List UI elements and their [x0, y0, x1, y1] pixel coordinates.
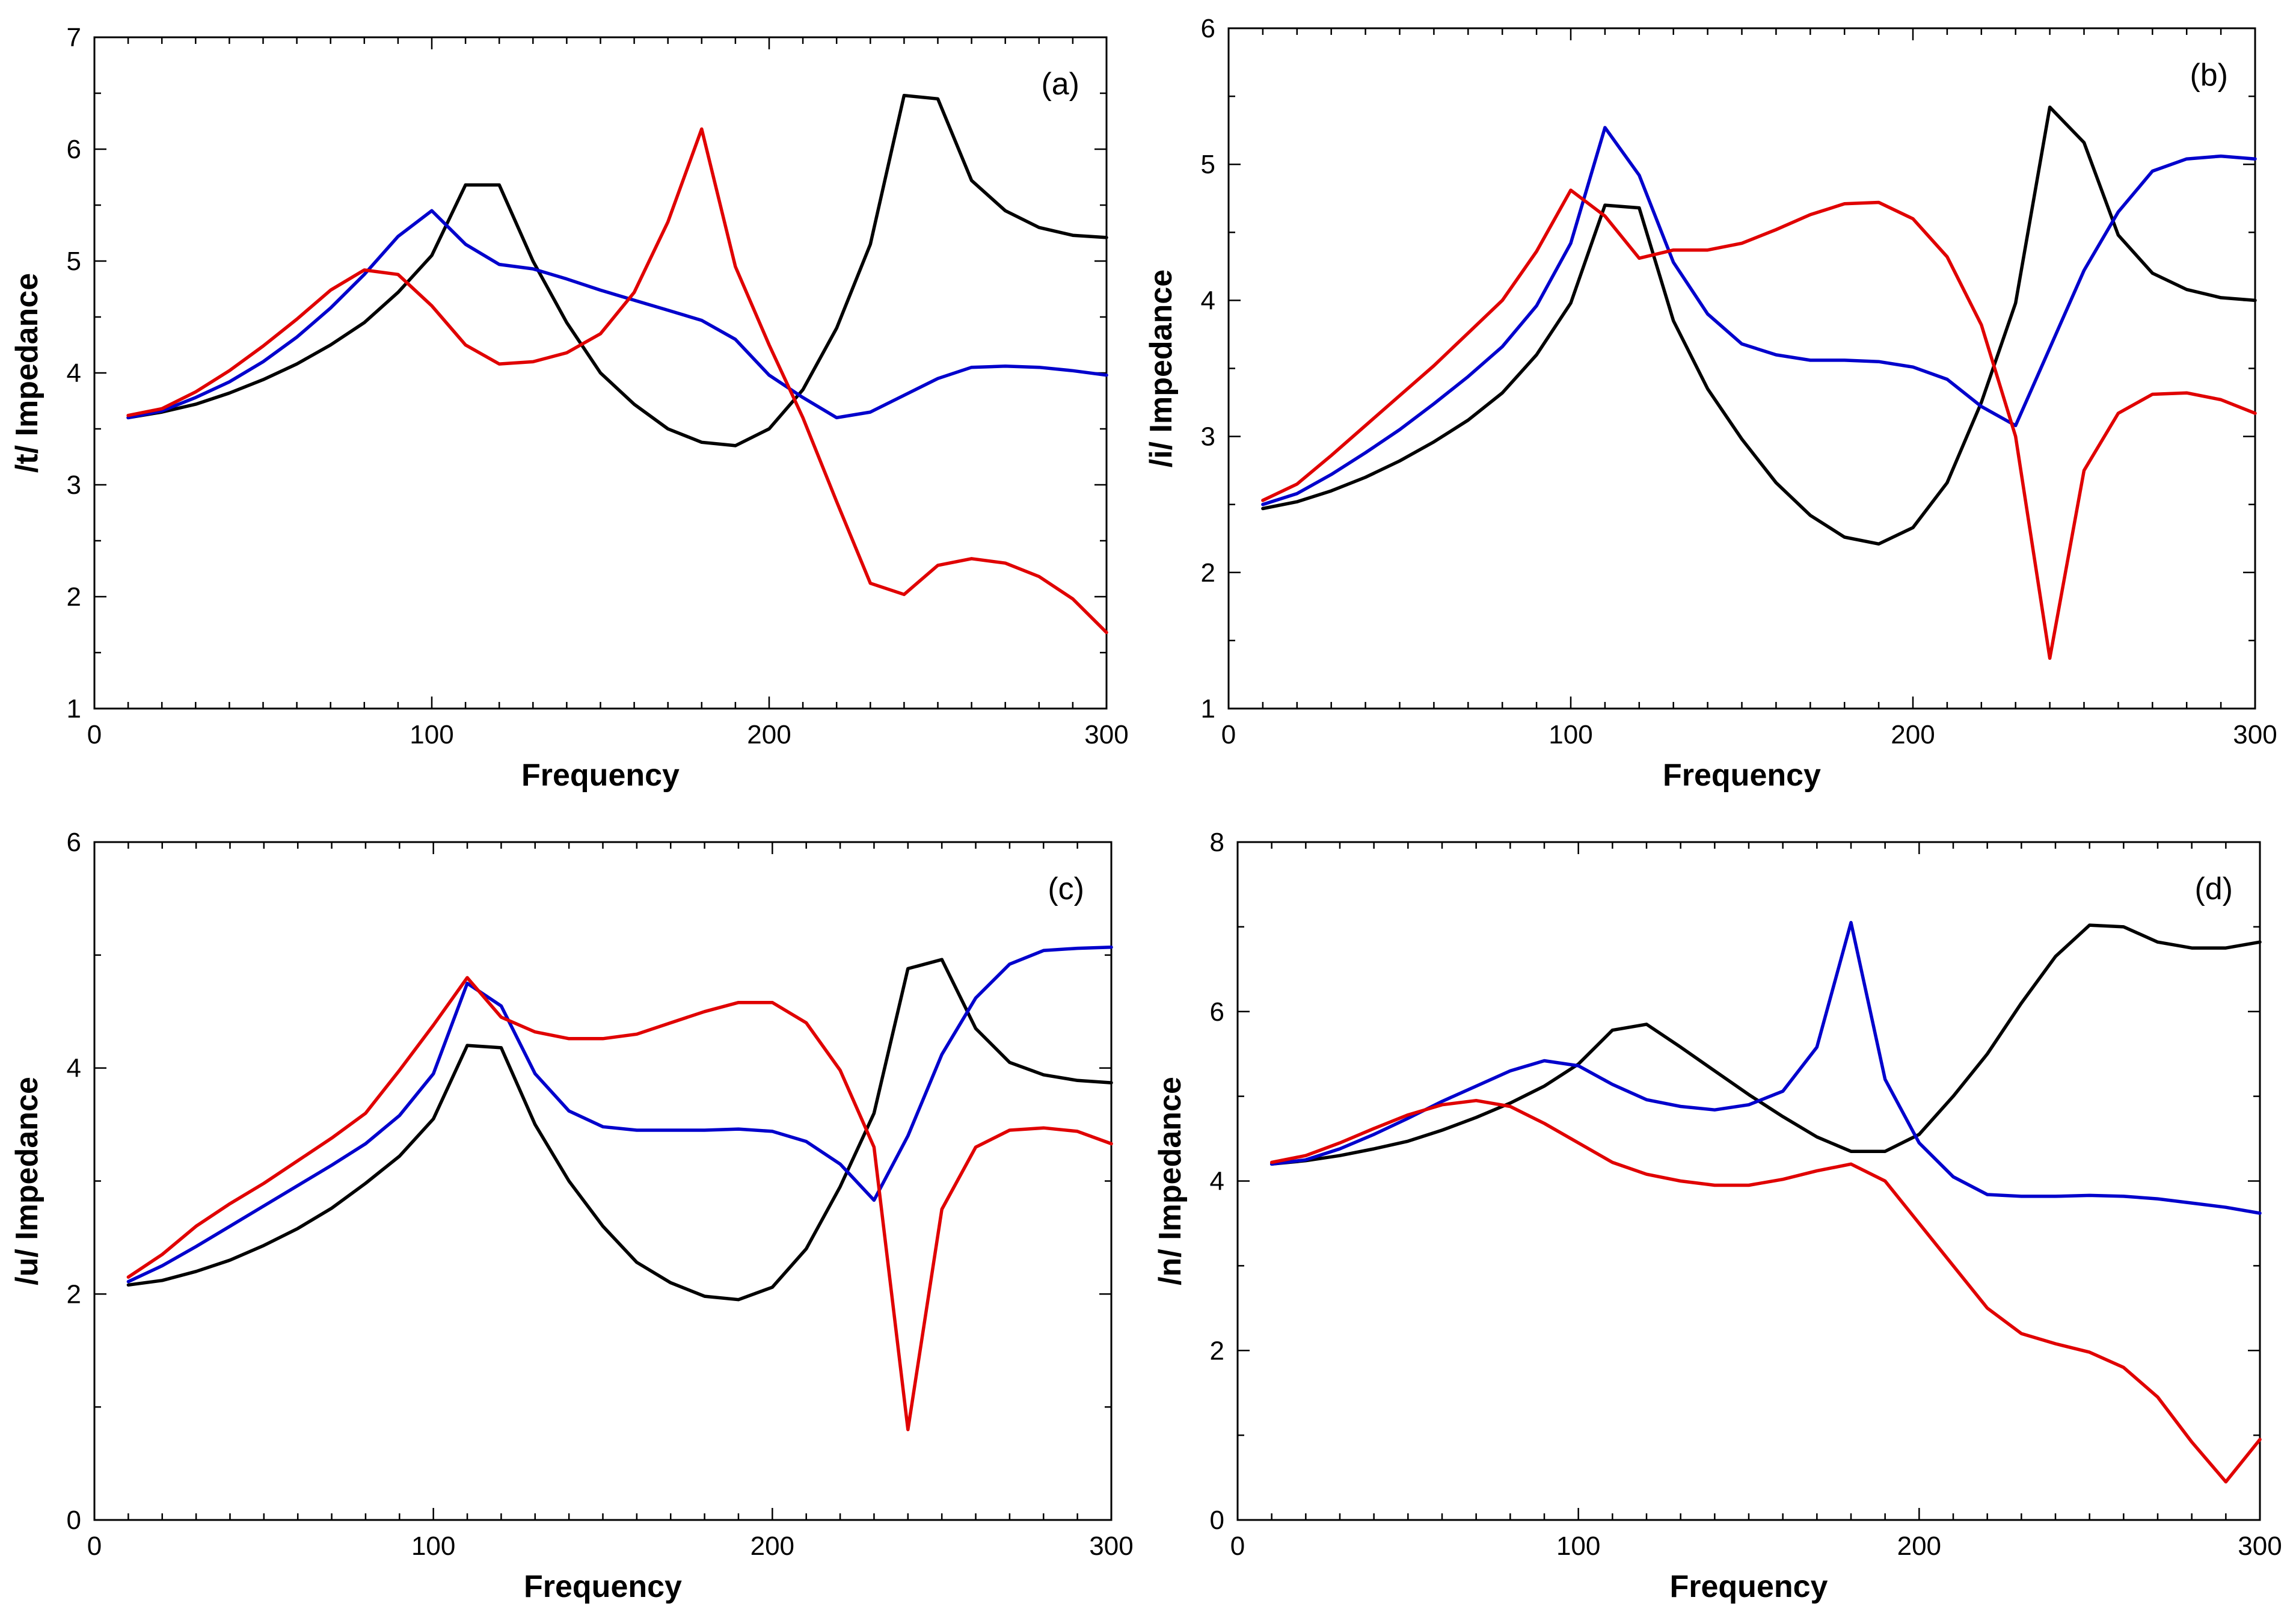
y-tick-label-a: 3 — [67, 470, 81, 500]
series-line-black-b — [1261, 105, 2257, 546]
x-tick-label-a: 300 — [1084, 720, 1128, 749]
y-tick-label-a: 1 — [67, 694, 81, 724]
y-axis-label-c: /u/ Impedance — [10, 1077, 45, 1285]
y-tick-label-a: 6 — [67, 135, 81, 164]
series-line-blue-c — [126, 945, 1113, 1284]
y-tick-label-d: 4 — [1210, 1167, 1224, 1196]
panel-label-b: (b) — [2190, 58, 2228, 93]
x-tick-label-b: 300 — [2233, 720, 2277, 749]
x-axis-label-a: Frequency — [521, 758, 680, 793]
x-tick-label-b: 200 — [1891, 720, 1935, 749]
x-tick-label-c: 200 — [750, 1531, 794, 1561]
y-tick-label-d: 8 — [1210, 828, 1224, 857]
y-axis-label-a: /t/ Impedance — [10, 273, 45, 473]
y-tick-label-c: 0 — [67, 1506, 81, 1535]
y-tick-label-b: 5 — [1201, 150, 1215, 179]
x-axis-label-d: Frequency — [1670, 1569, 1828, 1604]
panel-c: 0 100 200 300 0 2 4 6 Frequency/u/ Impedance (c) — [10, 828, 1134, 1604]
y-tick-label-b: 4 — [1201, 286, 1215, 315]
x-tick-label-d: 200 — [1897, 1531, 1941, 1561]
x-tick-label-a: 100 — [410, 720, 453, 749]
y-tick-label-a: 7 — [67, 23, 81, 52]
panel-a: 0 100 200 300 1 2 3 4 5 6 7 Frequency/t/ Impedance (… — [10, 23, 1129, 793]
x-axis-label-c: Frequency — [524, 1569, 682, 1604]
y-tick-label-b: 2 — [1201, 558, 1215, 588]
y-tick-label-b: 3 — [1201, 422, 1215, 452]
series-line-red-c — [126, 976, 1113, 1432]
x-tick-label-c: 100 — [411, 1531, 455, 1561]
y-tick-label-c: 2 — [67, 1279, 81, 1309]
series-line-blue-d — [1269, 921, 2262, 1215]
y-tick-label-a: 2 — [67, 582, 81, 612]
panel-d: 0 100 200 300 0 2 4 6 8 Frequency/n/ Impedance (d) — [1153, 828, 2282, 1604]
x-tick-label-c: 300 — [1089, 1531, 1133, 1561]
x-tick-label-a: 200 — [747, 720, 791, 749]
y-tick-label-a: 5 — [67, 247, 81, 276]
series-line-black-a — [126, 93, 1108, 448]
y-axis-label-d: /n/ Impedance — [1153, 1077, 1188, 1285]
y-tick-label-d: 6 — [1210, 997, 1224, 1027]
y-axis-label-b: /i/ Impedance — [1144, 269, 1179, 467]
y-tick-label-c: 4 — [67, 1054, 81, 1083]
panel-label-d: (d) — [2194, 872, 2233, 906]
series-line-blue-a — [126, 209, 1108, 420]
plot-frame-d — [1236, 841, 2261, 1521]
series-line-red-d — [1269, 1098, 2262, 1484]
panel-b: 0 100 200 300 1 2 3 4 5 6 Frequency/i/ Impedance (b… — [1144, 14, 2277, 793]
x-tick-label-d: 300 — [2238, 1531, 2282, 1561]
x-tick-label-a: 0 — [87, 720, 102, 749]
x-tick-label-b: 0 — [1221, 720, 1236, 749]
y-tick-label-d: 2 — [1210, 1336, 1224, 1365]
x-axis-label-b: Frequency — [1663, 758, 1821, 793]
x-tick-label-d: 100 — [1556, 1531, 1600, 1561]
plot-frame-b — [1227, 27, 2256, 710]
series-line-red-a — [126, 127, 1108, 635]
y-tick-label-c: 6 — [67, 828, 81, 857]
y-tick-label-a: 4 — [67, 358, 81, 388]
series-line-black-c — [126, 958, 1113, 1302]
x-tick-label-b: 100 — [1549, 720, 1592, 749]
panel-label-a: (a) — [1041, 67, 1079, 102]
x-tick-label-d: 0 — [1230, 1531, 1245, 1561]
series-line-red-b — [1261, 188, 2257, 660]
y-tick-label-b: 6 — [1201, 14, 1215, 43]
x-tick-label-c: 0 — [87, 1531, 102, 1561]
series-line-blue-b — [1261, 126, 2257, 506]
panel-label-c: (c) — [1048, 872, 1084, 906]
y-tick-label-b: 1 — [1201, 694, 1215, 724]
y-tick-label-d: 0 — [1210, 1506, 1224, 1535]
series-line-black-d — [1269, 923, 2262, 1166]
